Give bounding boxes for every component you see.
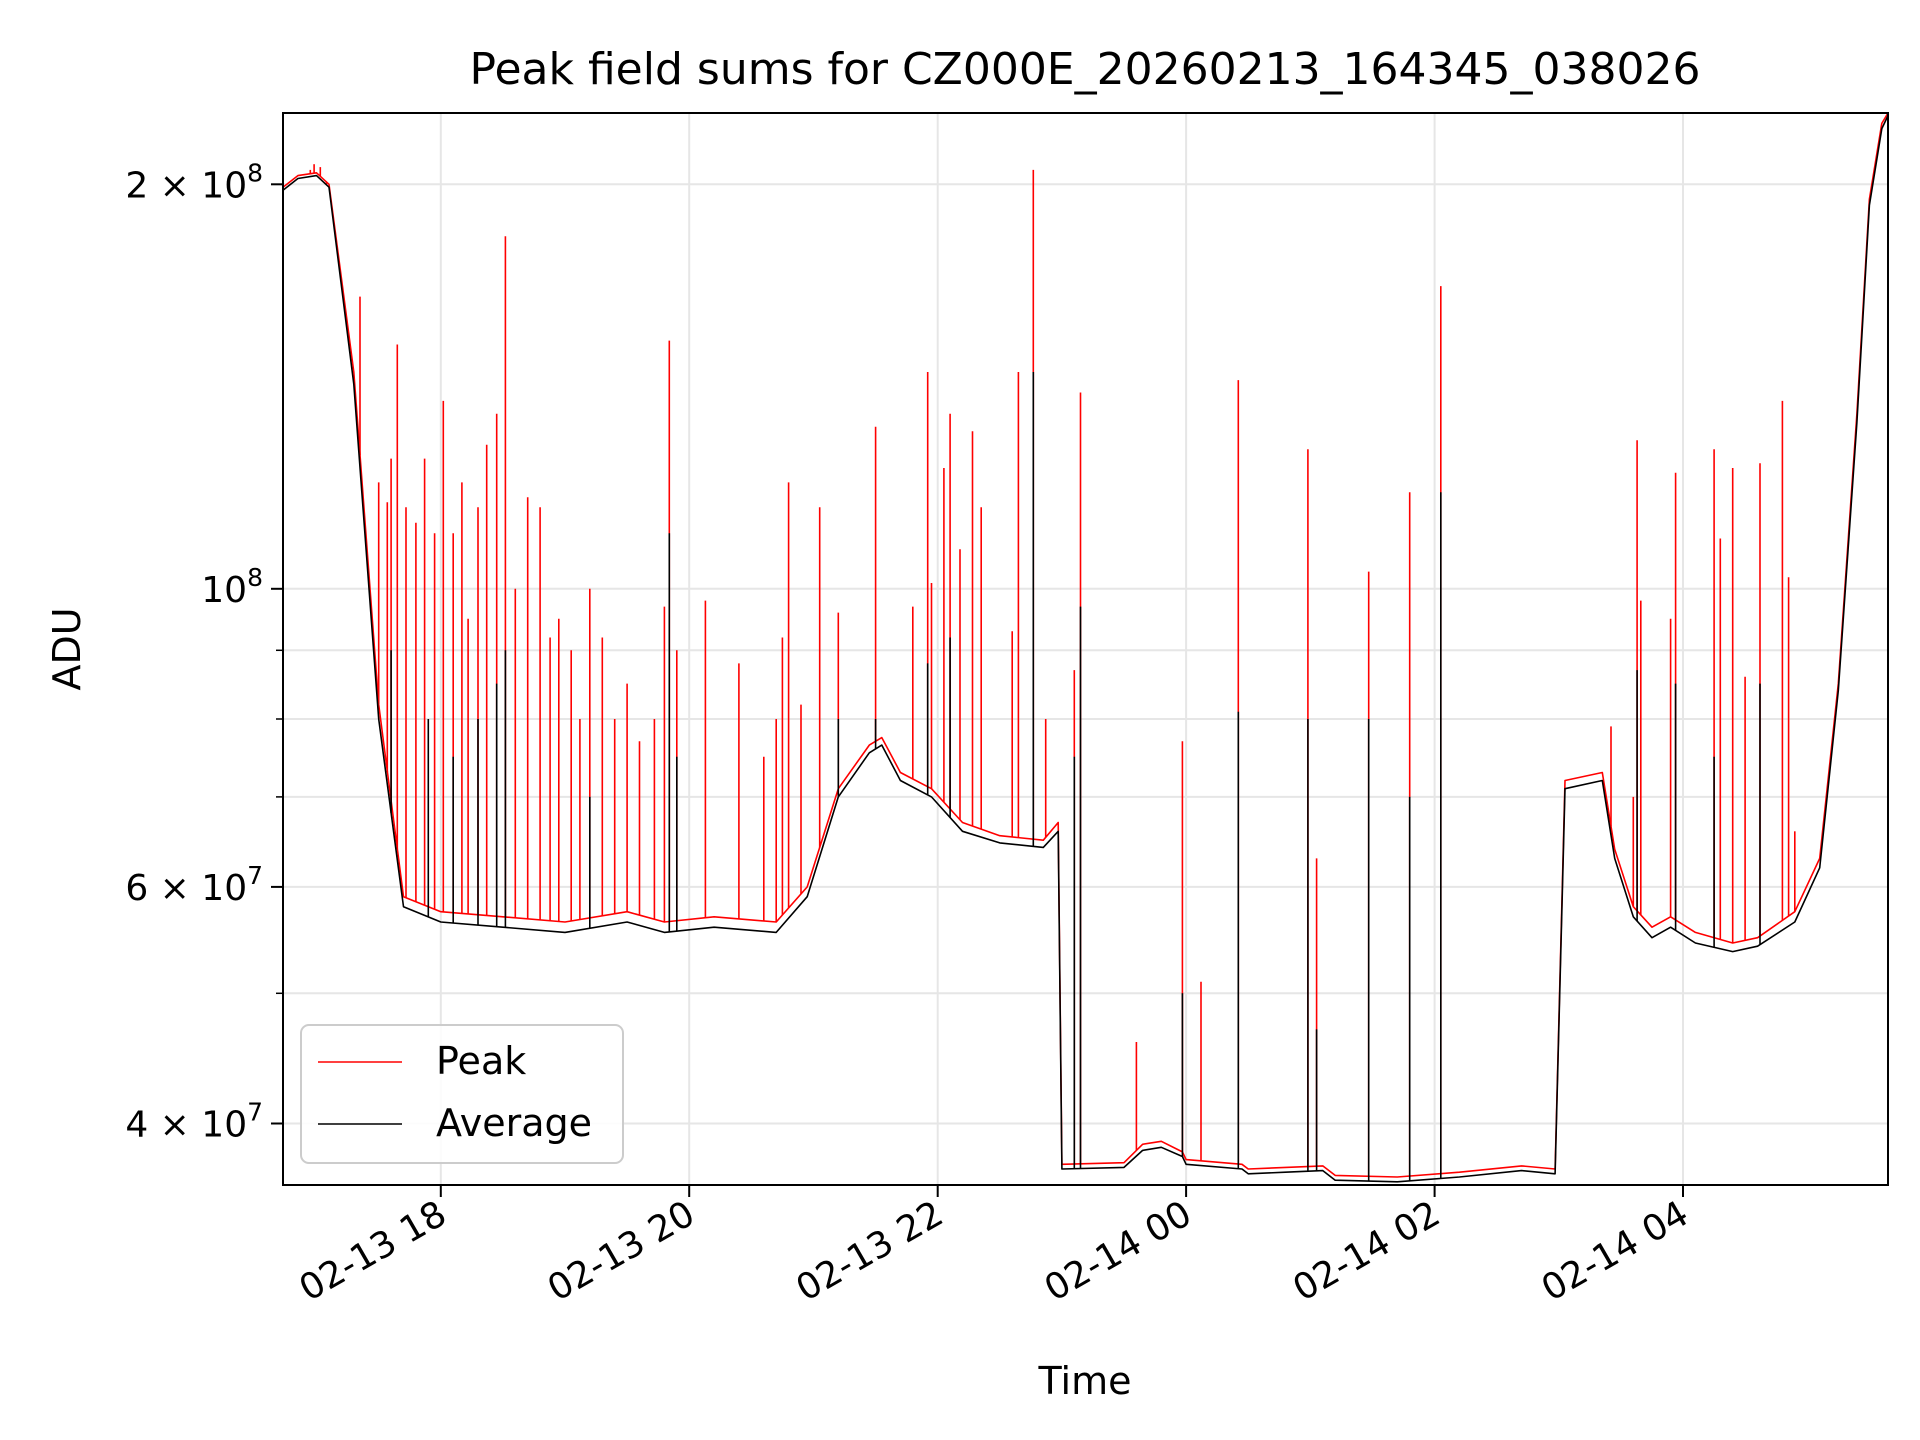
series-line-peak xyxy=(282,112,1889,1178)
y-tick-label: 108 xyxy=(201,563,263,611)
legend-box xyxy=(300,1024,624,1164)
series-average xyxy=(282,115,1889,1183)
plot-area xyxy=(282,112,1889,1183)
y-tick-label: 4 × 107 xyxy=(125,1098,263,1146)
chart-title: Peak field sums for CZ000E_20260213_1643… xyxy=(470,44,1701,95)
series-line-average xyxy=(282,115,1889,1183)
y-axis: 4 × 107 6 × 107 108 2 × 108 xyxy=(125,158,283,1146)
x-axis-label: Time xyxy=(1038,1359,1132,1403)
y-axis-label: ADU xyxy=(45,607,89,690)
legend-label-peak: Peak xyxy=(436,1039,526,1083)
legend: Peak Average xyxy=(300,1024,624,1164)
legend-label-average: Average xyxy=(436,1101,592,1145)
y-tick-label: 6 × 107 xyxy=(125,861,263,909)
plot-frame xyxy=(282,112,1889,1186)
y-tick-label: 2 × 108 xyxy=(125,158,263,206)
